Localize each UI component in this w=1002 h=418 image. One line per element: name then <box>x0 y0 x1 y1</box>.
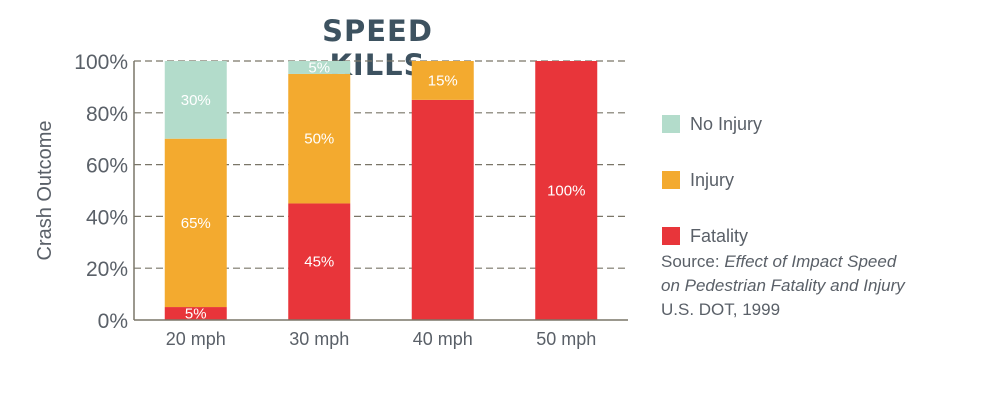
x-tick-label-40-mph: 40 mph <box>413 329 473 349</box>
legend-label-no-injury: No Injury <box>690 113 763 134</box>
data-label-fatality-20-mph: 5% <box>185 306 207 323</box>
legend-swatch-no-injury <box>662 115 680 133</box>
y-tick-label-60: 60% <box>86 155 128 178</box>
data-label-injury-30-mph: 50% <box>304 131 334 148</box>
data-label-fatality-30-mph: 45% <box>304 254 334 271</box>
y-axis-title: Crash Outcome <box>34 120 56 260</box>
x-tick-label-50-mph: 50 mph <box>536 329 596 349</box>
bar-injury-20-mph <box>164 138 227 308</box>
legend-swatch-injury <box>662 171 680 189</box>
y-tick-label-0: 0% <box>98 310 128 333</box>
legend: No Injury Injury Fatality <box>662 96 762 264</box>
y-tick-label-80: 80% <box>86 103 128 126</box>
bar-fatality-40-mph <box>411 99 474 320</box>
legend-item-fatality: Fatality <box>662 208 762 264</box>
legend-label-injury: Injury <box>690 169 735 190</box>
source-line-1: Source: Effect of Impact Speed <box>661 250 905 274</box>
legend-label-fatality: Fatality <box>690 225 749 246</box>
data-label-no-injury-20-mph: 30% <box>181 92 211 109</box>
source-publisher: U.S. DOT, 1999 <box>661 300 781 319</box>
data-label-fatality-50-mph: 100% <box>547 183 585 200</box>
bar-chart: 0% 20% 40% 60% 80% 100% Crash Outcome 5% 65% 30% 2… <box>34 51 628 349</box>
data-label-injury-40-mph: 15% <box>428 72 458 89</box>
legend-item-injury: Injury <box>662 152 762 208</box>
y-tick-label-100: 100% <box>74 51 128 74</box>
y-tick-label-40: 40% <box>86 206 128 229</box>
y-tick-label-20: 20% <box>86 258 128 281</box>
bar-no-injury-30-mph <box>288 61 351 74</box>
data-label-no-injury-30-mph: 5% <box>308 59 330 76</box>
bar-fatality-20-mph <box>164 307 227 320</box>
chart-title: SPEED KILLS <box>322 14 433 82</box>
source-line-2: on Pedestrian Fatality and Injury <box>661 274 905 298</box>
data-label-injury-20-mph: 65% <box>181 215 211 232</box>
source-title-line-2: on Pedestrian Fatality and Injury <box>661 276 905 295</box>
bar-fatality-50-mph <box>535 61 598 320</box>
bar-injury-40-mph <box>411 61 474 100</box>
legend-item-no-injury: No Injury <box>662 96 762 152</box>
source-prefix: Source: <box>661 252 725 271</box>
source-note: Source: Effect of Impact Speed on Pedest… <box>661 250 905 322</box>
source-title-line-1: Effect of Impact Speed <box>724 252 897 271</box>
bar-injury-30-mph <box>288 73 351 204</box>
x-tick-label-30-mph: 30 mph <box>289 329 349 349</box>
bar-fatality-30-mph <box>288 203 351 320</box>
bar-no-injury-20-mph <box>164 61 227 139</box>
x-tick-label-20-mph: 20 mph <box>166 329 226 349</box>
legend-swatch-fatality <box>662 227 680 245</box>
